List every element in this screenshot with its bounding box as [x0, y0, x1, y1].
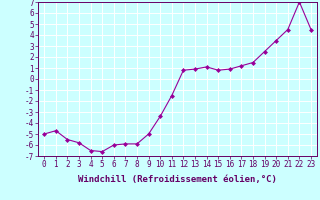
X-axis label: Windchill (Refroidissement éolien,°C): Windchill (Refroidissement éolien,°C)	[78, 175, 277, 184]
